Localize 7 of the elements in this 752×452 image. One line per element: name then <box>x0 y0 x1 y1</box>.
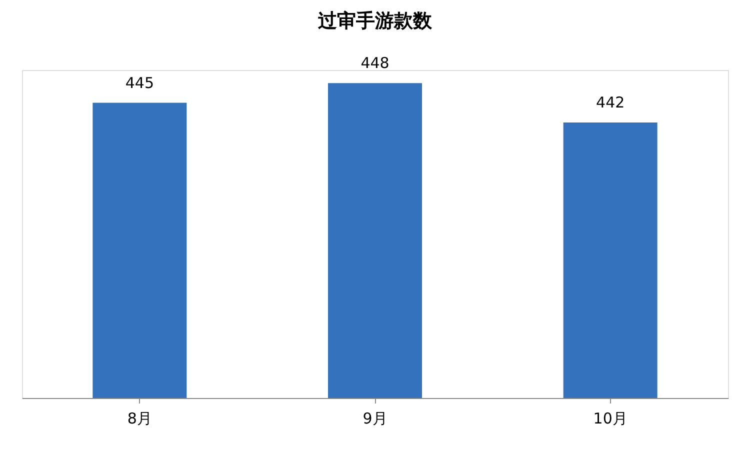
chart-title: 过审手游款数 <box>317 10 433 32</box>
x-tick-label: 8月 <box>127 410 152 428</box>
data-label: 445 <box>125 74 154 92</box>
data-label: 442 <box>596 93 625 112</box>
x-tick-label: 9月 <box>362 410 388 428</box>
x-tick-label: 10月 <box>593 410 628 428</box>
data-label: 448 <box>360 54 390 72</box>
